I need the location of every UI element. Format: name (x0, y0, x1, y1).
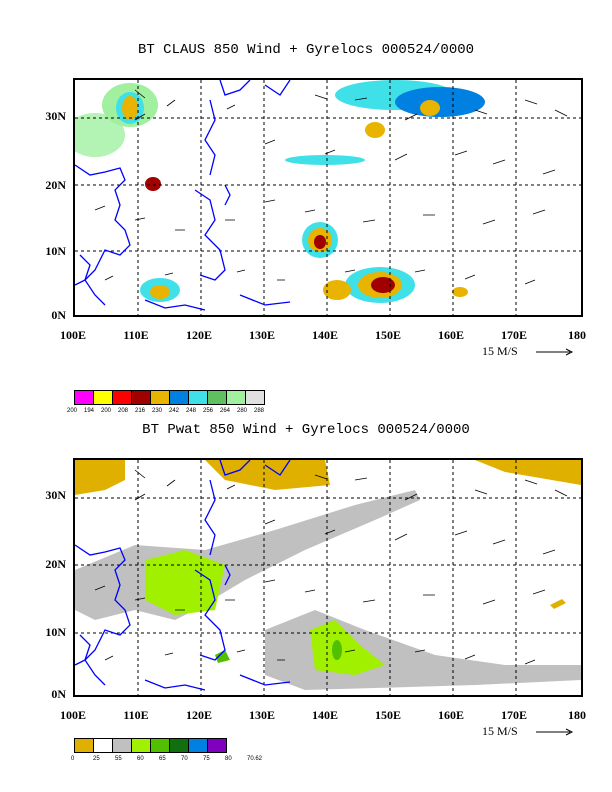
panel2-scale-label: 15 M/S (482, 724, 518, 738)
legend-label: 288 (254, 408, 265, 414)
panel1-gridlines (75, 80, 581, 315)
panel2-legend (74, 738, 227, 753)
panel2-coastlines (75, 460, 291, 691)
panel1-map (73, 78, 583, 317)
legend-label: 208 (118, 408, 129, 414)
legend-swatch-2 (93, 390, 113, 405)
panel1-xtick-100e: 100E (59, 328, 86, 342)
panel1-cloud-field (75, 80, 485, 303)
panel1-wind-vectors (94, 89, 568, 285)
legend-label: 216 (135, 408, 146, 414)
panel2-ytick-10n: 10N (45, 625, 66, 639)
panel1-ytick-0n: 0N (51, 308, 66, 322)
legend-label: 194 (84, 408, 95, 414)
legend-swatch-5 (150, 390, 170, 405)
panel2-xtick-130e: 130E (248, 708, 275, 722)
panel1-xtick-150e: 150E (374, 328, 401, 342)
legend-swatch-7 (188, 738, 208, 753)
panel1-legend-labels: 200 194 200 208 216 230 242 248 256 264 280 288 (67, 408, 267, 418)
legend-label: 70.62 (247, 756, 263, 762)
panel2-xtick-100e: 100E (59, 708, 86, 722)
legend-swatch-2 (93, 738, 113, 753)
panel1-map-svg (75, 80, 581, 315)
panel2-legend-labels: 0 25 55 60 65 70 75 80 70.62 (71, 756, 281, 766)
legend-label: 65 (159, 756, 166, 762)
legend-label: 0 (71, 756, 75, 762)
panel2-title: BT Pwat 850 Wind + Gyrelocs 000524/0000 (142, 422, 470, 438)
legend-label: 280 (237, 408, 248, 414)
panel2-map-svg (75, 460, 581, 695)
panel1-ytick-30n: 30N (45, 109, 66, 123)
panel1-scale-label: 15 M/S (482, 344, 518, 358)
legend-swatch-4 (131, 738, 151, 753)
panel2-wind-vectors (94, 469, 568, 665)
legend-label: 60 (137, 756, 144, 762)
legend-label: 230 (152, 408, 163, 414)
panel1-scale-arrow-icon (536, 345, 576, 363)
panel2-xtick-110e: 110E (123, 708, 149, 722)
legend-swatch-8 (207, 390, 227, 405)
panel1-xtick-130e: 130E (248, 328, 275, 342)
panel2-ytick-0n: 0N (51, 687, 66, 701)
legend-label: 242 (169, 408, 180, 414)
legend-label: 25 (93, 756, 100, 762)
legend-swatch-3 (112, 390, 132, 405)
panel2-pwat-field (75, 460, 581, 690)
panel2-ytick-20n: 20N (45, 557, 66, 571)
legend-label: 256 (203, 408, 214, 414)
legend-swatch-1 (74, 738, 94, 753)
panel1-xtick-120e: 120E (185, 328, 212, 342)
panel1-title: BT CLAUS 850 Wind + Gyrelocs 000524/0000 (137, 42, 475, 58)
panel2-xtick-140e: 140E (311, 708, 338, 722)
panel2-xtick-150e: 150E (374, 708, 401, 722)
legend-swatch-6 (169, 738, 189, 753)
panel1-xtick-170e: 170E (500, 328, 527, 342)
panel1-xtick-160e: 160E (437, 328, 464, 342)
panel2-xtick-180: 180 (568, 708, 586, 722)
legend-label: 80 (225, 756, 232, 762)
panel1-xtick-180: 180 (568, 328, 586, 342)
legend-label: 70 (181, 756, 188, 762)
panel2-xtick-170e: 170E (500, 708, 527, 722)
legend-label: 200 (101, 408, 112, 414)
legend-swatch-8 (207, 738, 227, 753)
legend-label: 264 (220, 408, 231, 414)
legend-swatch-1 (74, 390, 94, 405)
legend-swatch-9 (226, 390, 246, 405)
panel1-legend (74, 390, 265, 405)
panel2-ytick-30n: 30N (45, 488, 66, 502)
legend-swatch-10 (245, 390, 265, 405)
panel1-xtick-140e: 140E (311, 328, 338, 342)
panel2-gridlines (75, 460, 581, 695)
panel2-scale-arrow-icon (536, 725, 576, 743)
panel2-map (73, 458, 583, 697)
legend-swatch-7 (188, 390, 208, 405)
panel1-ytick-20n: 20N (45, 178, 66, 192)
legend-label: 248 (186, 408, 197, 414)
panel1-coastlines (75, 80, 291, 311)
legend-swatch-3 (112, 738, 132, 753)
legend-swatch-5 (150, 738, 170, 753)
legend-swatch-4 (131, 390, 151, 405)
legend-swatch-6 (169, 390, 189, 405)
panel2-xtick-120e: 120E (185, 708, 212, 722)
panel1-ytick-10n: 10N (45, 244, 66, 258)
legend-label: 55 (115, 756, 122, 762)
panel1-xtick-110e: 110E (123, 328, 149, 342)
legend-label: 75 (203, 756, 210, 762)
panel2-xtick-160e: 160E (437, 708, 464, 722)
legend-label: 200 (67, 408, 78, 414)
